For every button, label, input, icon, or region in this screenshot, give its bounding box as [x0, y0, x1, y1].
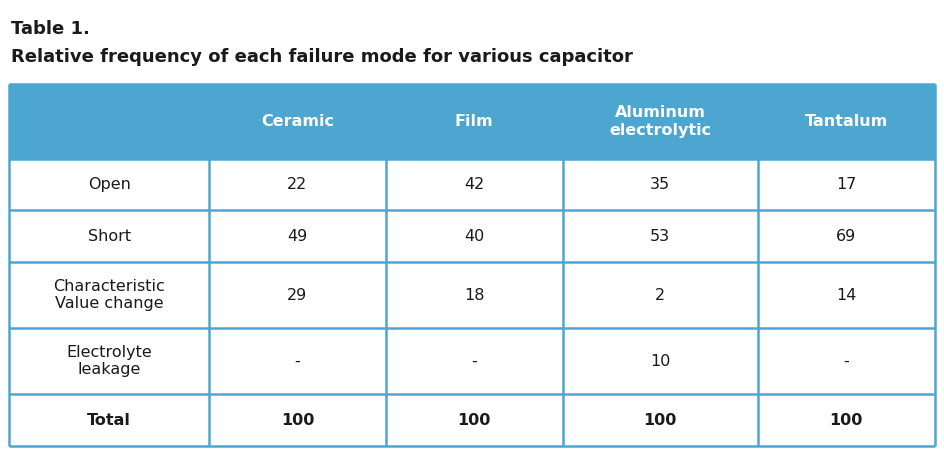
Bar — [209, 159, 386, 211]
Text: -: - — [843, 354, 849, 369]
Text: Total: Total — [87, 413, 131, 428]
Bar — [9, 262, 209, 328]
Text: Relative frequency of each failure mode for various capacitor: Relative frequency of each failure mode … — [11, 48, 633, 66]
Bar — [209, 262, 386, 328]
Text: Aluminum
electrolytic: Aluminum electrolytic — [609, 105, 711, 138]
Bar — [758, 394, 935, 446]
Bar — [9, 211, 209, 262]
Text: -: - — [295, 354, 300, 369]
Text: -: - — [471, 354, 477, 369]
Bar — [563, 262, 758, 328]
Text: 69: 69 — [836, 229, 856, 244]
Text: Short: Short — [88, 229, 131, 244]
Text: 42: 42 — [464, 177, 484, 192]
Text: 100: 100 — [280, 413, 314, 428]
Text: 100: 100 — [644, 413, 677, 428]
Bar — [563, 211, 758, 262]
Bar — [758, 328, 935, 394]
Text: 100: 100 — [830, 413, 863, 428]
Text: 18: 18 — [464, 288, 484, 303]
Bar — [563, 394, 758, 446]
Text: 49: 49 — [287, 229, 308, 244]
Bar — [386, 84, 563, 159]
Bar — [209, 84, 386, 159]
Bar — [758, 84, 935, 159]
Text: 35: 35 — [650, 177, 670, 192]
Text: Table 1.: Table 1. — [11, 20, 91, 39]
Bar — [9, 394, 209, 446]
Bar — [563, 84, 758, 159]
Bar — [386, 262, 563, 328]
Text: Electrolyte
leakage: Electrolyte leakage — [66, 345, 152, 377]
Text: Open: Open — [88, 177, 130, 192]
Text: Ceramic: Ceramic — [261, 114, 334, 129]
Text: 2: 2 — [655, 288, 666, 303]
Bar — [758, 211, 935, 262]
Bar — [758, 262, 935, 328]
Bar — [563, 328, 758, 394]
Bar — [9, 84, 209, 159]
Bar — [386, 394, 563, 446]
Text: 53: 53 — [650, 229, 670, 244]
Bar — [209, 394, 386, 446]
Bar — [9, 328, 209, 394]
Bar — [209, 211, 386, 262]
Bar — [386, 211, 563, 262]
Text: Tantalum: Tantalum — [804, 114, 887, 129]
Text: 14: 14 — [836, 288, 856, 303]
Text: 17: 17 — [836, 177, 856, 192]
Text: 22: 22 — [287, 177, 308, 192]
Text: 40: 40 — [464, 229, 484, 244]
Text: 10: 10 — [650, 354, 670, 369]
Text: 100: 100 — [458, 413, 491, 428]
Bar — [758, 159, 935, 211]
Text: Characteristic
Value change: Characteristic Value change — [53, 279, 165, 311]
Bar — [386, 328, 563, 394]
Bar — [209, 328, 386, 394]
Bar — [386, 159, 563, 211]
Text: 29: 29 — [287, 288, 308, 303]
Text: Film: Film — [455, 114, 494, 129]
Bar — [563, 159, 758, 211]
Bar — [9, 159, 209, 211]
